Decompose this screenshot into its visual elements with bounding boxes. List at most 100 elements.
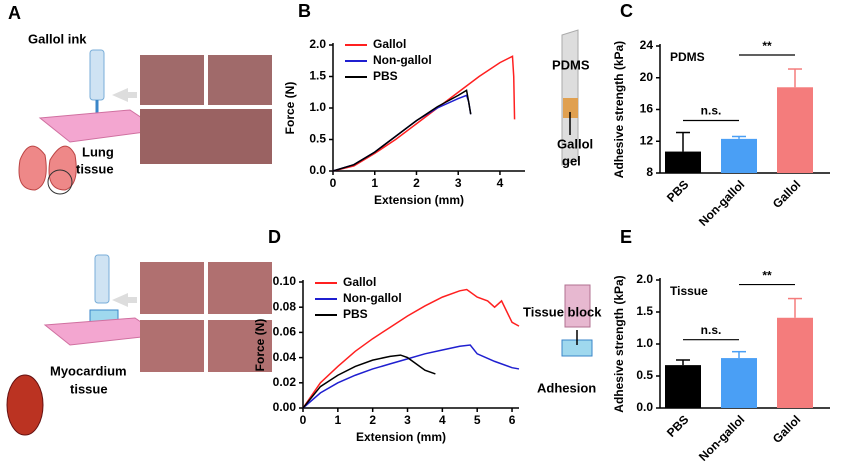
inner-label: Tissue (670, 284, 708, 298)
lung (18, 145, 47, 191)
bar (665, 365, 701, 408)
bar (777, 87, 813, 173)
adhesion-label: Adhesion (537, 380, 596, 395)
arrow (112, 293, 137, 307)
x-tick-label: 1 (371, 176, 378, 190)
line (332, 94, 472, 172)
gel-label: gel (562, 153, 581, 168)
x-tick-label: 0 (330, 176, 337, 190)
photo (208, 320, 272, 372)
panel-letter: E (620, 227, 632, 247)
panel-letter: B (298, 1, 311, 21)
legend-label: Non-gallol (373, 53, 432, 67)
bar (721, 358, 757, 408)
line (302, 354, 436, 409)
line (332, 55, 516, 172)
x-tick-label: 3 (404, 413, 411, 427)
significance: n.s. (701, 104, 722, 118)
line (332, 89, 472, 172)
y-tick-label: 1.5 (636, 304, 653, 318)
x-tick-label: Gallol (770, 177, 803, 210)
x-tick-label: 3 (455, 176, 462, 190)
lung-label: tissue (76, 161, 114, 176)
x-tick-label: 2 (413, 176, 420, 190)
legend-label: PBS (373, 69, 398, 83)
pdms-strip (561, 29, 579, 166)
tissue-block (564, 284, 591, 328)
x-tick-label: 4 (497, 176, 504, 190)
x-tick-label: Gallol (770, 412, 803, 445)
y-axis-label: Force (N) (283, 82, 297, 135)
x-tick-label: 1 (334, 413, 341, 427)
zoom-circle (47, 169, 73, 195)
bar (665, 151, 701, 173)
bar (721, 138, 757, 173)
x-axis-label: Extension (mm) (374, 193, 464, 207)
pdms-label: PDMS (552, 57, 590, 72)
y-tick-label: 0.5 (636, 368, 653, 382)
x-tick-label: Non-gallol (696, 177, 747, 228)
y-tick-label: 0.10 (273, 274, 297, 288)
y-tick-label: 0.02 (273, 375, 297, 389)
legend-label: Gallol (373, 37, 406, 51)
y-axis-label: Force (N) (253, 319, 267, 372)
x-tick-label: PBS (664, 177, 691, 204)
panel-letter: C (620, 1, 633, 21)
x-tick-label: 4 (439, 413, 446, 427)
gel (563, 98, 578, 118)
y-tick-label: 0.04 (273, 350, 297, 364)
x-tick-label: 2 (369, 413, 376, 427)
y-axis-label: Adhesive strength (kPa) (612, 41, 626, 178)
y-tick-label: 12 (640, 133, 654, 147)
panel-letter: D (268, 227, 281, 247)
photo (208, 55, 272, 105)
y-tick-label: 0.08 (273, 299, 297, 313)
y-tick-label: 2.0 (636, 272, 653, 286)
photo (140, 262, 204, 314)
y-tick-label: 0.06 (273, 325, 297, 339)
arrow (112, 88, 137, 102)
x-tick-label: 6 (509, 413, 516, 427)
lung (48, 145, 77, 191)
y-tick-label: 1.0 (636, 336, 653, 350)
legend-label: Gallol (343, 275, 376, 289)
significance: ** (762, 39, 772, 53)
photo (140, 55, 204, 105)
bar (777, 317, 813, 408)
line (302, 344, 520, 409)
y-tick-label: 0.0 (636, 400, 653, 414)
y-tick-label: 0.5 (309, 132, 326, 146)
gel-label: Gallol (557, 136, 593, 151)
x-tick-label: 0 (300, 413, 307, 427)
legend-label: Non-gallol (343, 291, 402, 305)
x-tick-label: PBS (664, 412, 691, 439)
y-tick-label: 0.0 (309, 163, 326, 177)
y-tick-label: 1.0 (309, 100, 326, 114)
panel-a-art (6, 30, 272, 436)
photo (208, 262, 272, 314)
x-axis-label: Extension (mm) (356, 430, 446, 444)
photo (140, 109, 272, 164)
y-tick-label: 24 (640, 38, 654, 52)
panel-letter: A (8, 3, 21, 23)
myocardium-label: tissue (70, 381, 108, 396)
heart (6, 374, 44, 436)
y-axis-label: Adhesive strength (kPa) (612, 275, 626, 412)
line (302, 288, 520, 409)
myocardium-label: Myocardium (50, 363, 127, 378)
syringe (89, 49, 105, 101)
y-tick-label: 2.0 (309, 37, 326, 51)
block-label: Tissue block (523, 304, 602, 319)
y-tick-label: 20 (640, 70, 654, 84)
legend-label: PBS (343, 307, 368, 321)
x-tick-label: Non-gallol (696, 412, 747, 463)
x-tick-label: 5 (474, 413, 481, 427)
y-tick-label: 8 (646, 165, 653, 179)
y-tick-label: 16 (640, 102, 654, 116)
syringe (94, 254, 110, 304)
y-tick-label: 1.5 (309, 69, 326, 83)
inner-label: PDMS (670, 50, 705, 64)
significance: ** (762, 269, 772, 283)
lung-label: Lung (82, 144, 114, 159)
